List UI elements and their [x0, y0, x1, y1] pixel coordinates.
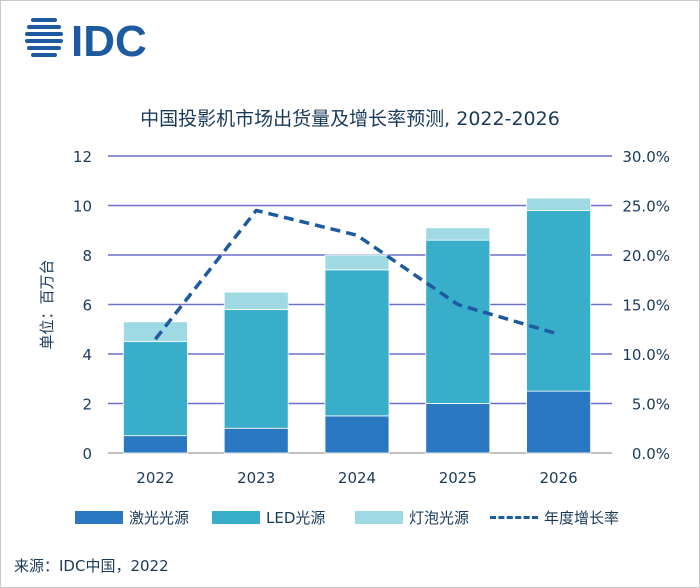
legend-label-laser: 激光光源 [129, 508, 190, 527]
y2-tick-label: 15.0% [622, 297, 670, 315]
y-tick-label: 4 [82, 346, 92, 364]
source-note: 来源：IDC中国，2022 [14, 557, 169, 575]
bar-segment [223, 291, 289, 310]
y-tick-label: 8 [82, 247, 92, 265]
y2-tick-label: 25.0% [622, 198, 670, 216]
chart-plot: 0 2 4 6 8 10 12 0.0% 5.0% 10.0% 15.0% 20.0% 25.0% 30.… [38, 148, 670, 487]
y2-tick-label: 5.0% [632, 396, 670, 414]
legend-swatch-lamp [355, 510, 403, 524]
x-tick-label: 2025 [439, 469, 477, 487]
bar-segment [526, 390, 591, 454]
bar-segment [123, 435, 188, 454]
bar-segment [123, 341, 188, 437]
legend-item-lamp: 灯泡光源 [355, 506, 469, 528]
x-tick-label: 2022 [136, 469, 174, 487]
legend-swatch-growth [490, 515, 538, 519]
legend-label-led: LED光源 [266, 508, 326, 527]
y-tick-label: 6 [82, 297, 92, 315]
chart-title: 中国投影机市场出货量及增长率预测, 2022-2026 [140, 108, 560, 130]
y2-tick-label: 20.0% [622, 247, 670, 265]
legend-item-growth: 年度增长率 [490, 506, 619, 528]
growth-rate-line [154, 208, 560, 341]
bar-segment [223, 309, 289, 429]
bar-segment [223, 427, 289, 454]
y-axis-label: 单位：百万台 [38, 259, 56, 349]
bar-segment [324, 254, 390, 271]
legend-swatch-laser [75, 510, 123, 524]
globe-icon [25, 18, 63, 57]
y-tick-label: 10 [73, 198, 92, 216]
y-tick-label: 12 [73, 148, 92, 166]
bar-segment [526, 197, 591, 211]
legend-label-lamp: 灯泡光源 [409, 508, 470, 527]
legend-label-growth: 年度增长率 [544, 508, 620, 527]
svg-text:IDC: IDC [71, 17, 147, 64]
chart-legend: 激光光源 LED光源 灯泡光源 年度增长率 [0, 506, 700, 528]
y2-tick-label: 30.0% [622, 148, 670, 166]
legend-item-laser: 激光光源 [75, 506, 189, 528]
x-tick-label: 2026 [540, 469, 578, 487]
bar-segment [425, 403, 491, 454]
legend-item-led: LED光源 [212, 506, 325, 528]
y-tick-label: 0 [82, 445, 92, 463]
legend-swatch-led [212, 510, 260, 524]
idc-logo: IDC [25, 17, 147, 64]
bar-segment [425, 239, 491, 404]
y2-tick-label: 0.0% [632, 445, 670, 463]
y2-tick-label: 10.0% [622, 346, 670, 364]
bar-segment [324, 415, 390, 454]
bar-segment [526, 210, 591, 392]
x-tick-label: 2023 [237, 469, 275, 487]
bar-segment [425, 227, 491, 241]
y-tick-label: 2 [82, 396, 92, 414]
x-tick-label: 2024 [338, 469, 376, 487]
bar-segment [123, 321, 188, 343]
bar-segment [324, 269, 390, 417]
